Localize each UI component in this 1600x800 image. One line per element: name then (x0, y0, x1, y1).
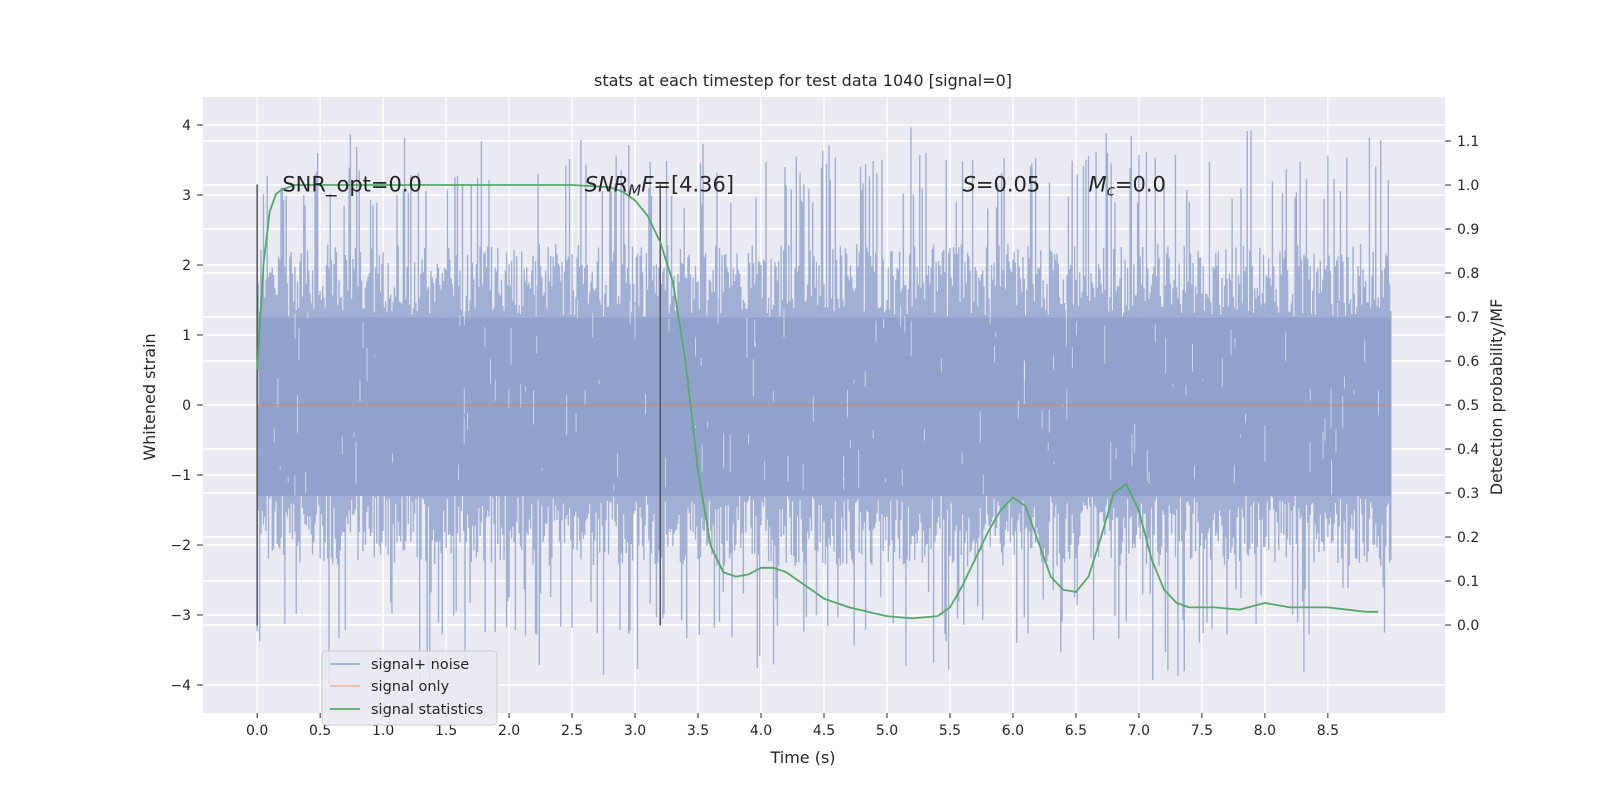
x-tick-label-1.5: 1.5 (435, 723, 457, 739)
y-axis-label: Whitened strain (140, 333, 159, 460)
y2-axis-label: Detection probability/MF (1487, 299, 1506, 496)
y-tick-label-1: 1 (182, 328, 191, 344)
y-tick-label--3: −3 (170, 608, 191, 624)
legend-box (321, 650, 498, 726)
y2-tick-label-1.1: 1.1 (1457, 134, 1479, 150)
annotations: SNR_opt=0.0 SNRMF=[4.36] S=0.05 Mc=0.0 (282, 173, 1166, 200)
annotation-2-part: S (963, 173, 976, 197)
x-tick-label-4.5: 4.5 (813, 723, 835, 739)
vertical-markers (256, 184, 661, 626)
legend: signal+ noise signal only signal statist… (321, 650, 498, 726)
x-tick-label-7.5: 7.5 (1191, 723, 1213, 739)
y-tick-label--1: −1 (170, 468, 191, 484)
chart-title: stats at each timestep for test data 104… (594, 71, 1012, 90)
y2-tick-label-0.1: 0.1 (1457, 574, 1479, 590)
x-tick-label-0.0: 0.0 (246, 723, 268, 739)
y-tick-label-3: 3 (182, 188, 191, 204)
y-tick-label-2: 2 (182, 258, 191, 274)
annotation-3-part: M (1089, 173, 1107, 197)
y-tick-label--2: −2 (170, 538, 191, 554)
annotation-0: SNR_opt=0.0 (282, 173, 422, 198)
y2-tick-label-0.5: 0.5 (1457, 398, 1479, 414)
annotation-1-part: SNR (585, 173, 629, 197)
annotation-3-part: =0.0 (1115, 173, 1166, 197)
y2-tick-label-0.2: 0.2 (1457, 530, 1479, 546)
annotation-2-part: =0.05 (976, 173, 1040, 197)
x-tick-label-0.5: 0.5 (309, 723, 331, 739)
y2-tick-label-0.7: 0.7 (1457, 310, 1479, 326)
y2-tick-label-0.4: 0.4 (1457, 442, 1479, 458)
x-axis-ticks: 0.0 0.5 1.0 1.5 2.0 2.5 3.0 3.5 4.0 4.5 5.0 5.5 6.0 6… (246, 713, 1339, 739)
annotation-1-part: =[4.36] (653, 173, 734, 197)
annotation-3: Mc=0.0 (1089, 173, 1166, 200)
annotation-1: SNRMF=[4.36] (585, 173, 734, 200)
annotation-1-part: M (628, 181, 641, 199)
x-tick-label-5.0: 5.0 (876, 723, 898, 739)
y2-tick-label-0.6: 0.6 (1457, 354, 1479, 370)
y2-tick-label-0.3: 0.3 (1457, 486, 1479, 502)
annotation-2: S=0.05 (963, 173, 1041, 197)
y2-tick-label-0.9: 0.9 (1457, 222, 1479, 238)
y-tick-label--4: −4 (170, 678, 191, 694)
x-tick-label-8.5: 8.5 (1317, 723, 1339, 739)
signal-statistics-series (256, 184, 1379, 620)
y-tick-label-4: 4 (182, 118, 191, 134)
legend-label-signal-only: signal only (371, 679, 450, 695)
x-tick-label-3.5: 3.5 (687, 723, 709, 739)
x-tick-label-4.0: 4.0 (750, 723, 772, 739)
legend-label-signal-statistics: signal statistics (371, 702, 483, 718)
x-tick-label-6.5: 6.5 (1065, 723, 1087, 739)
x-tick-label-7.0: 7.0 (1128, 723, 1150, 739)
x-tick-label-6.0: 6.0 (1002, 723, 1024, 739)
x-tick-label-2.0: 2.0 (498, 723, 520, 739)
signal-statistics-line (256, 184, 1379, 620)
y-axis-ticks: 4 3 2 1 0 −1 −2 −3 −4 (170, 118, 203, 694)
x-tick-label-1.0: 1.0 (372, 723, 394, 739)
y2-tick-label-0: 0.0 (1457, 618, 1479, 634)
x-tick-label-5.5: 5.5 (939, 723, 961, 739)
annotation-1-part: F (641, 173, 654, 197)
y-tick-label-0: 0 (182, 398, 191, 414)
x-axis-label: Time (s) (769, 748, 835, 767)
signal-plus-noise-series (256, 127, 1392, 683)
y2-axis-ticks: 1.1 1.0 0.9 0.8 0.7 0.6 0.5 0.4 0.3 0.2 0.1 0.0 (1445, 134, 1479, 634)
annotation-3-part: c (1107, 181, 1116, 199)
y2-tick-label-1: 1.0 (1457, 178, 1479, 194)
x-tick-label-8.0: 8.0 (1254, 723, 1276, 739)
x-tick-label-2.5: 2.5 (561, 723, 583, 739)
legend-label-signal-noise: signal+ noise (371, 657, 469, 673)
x-tick-label-3.0: 3.0 (624, 723, 646, 739)
y2-tick-label-0.8: 0.8 (1457, 266, 1479, 282)
